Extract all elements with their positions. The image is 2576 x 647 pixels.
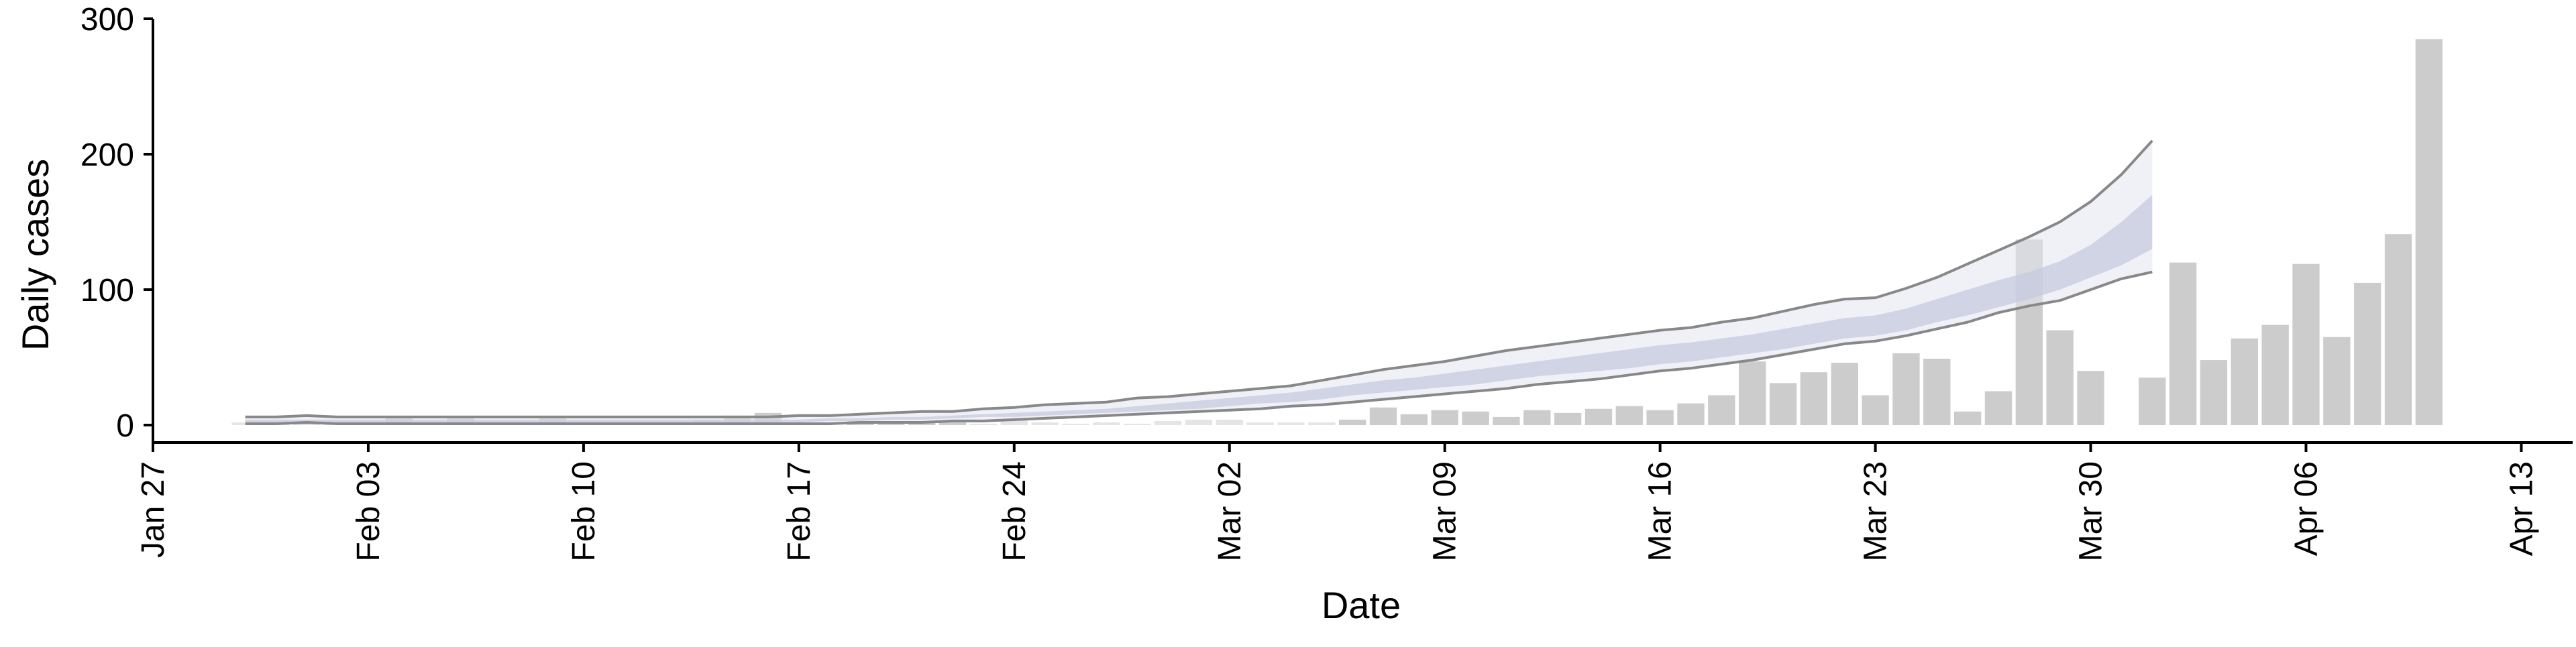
bar <box>1493 416 1520 425</box>
bar <box>1554 412 1582 425</box>
y-axis-title: Daily cases <box>14 159 56 351</box>
bar <box>1308 422 1336 425</box>
x-tick-label: Feb 03 <box>351 461 386 561</box>
bar <box>2200 360 2228 425</box>
bar <box>1031 422 1059 425</box>
bar <box>2415 39 2443 426</box>
x-tick-label: Apr 13 <box>2504 461 2539 556</box>
y-tick-label: 0 <box>116 408 134 444</box>
axes-layer <box>152 19 2573 444</box>
x-tick-label: Feb 24 <box>997 461 1032 561</box>
bar <box>1216 419 1243 425</box>
x-tick-label: Jan 27 <box>136 461 171 558</box>
bar <box>1646 410 1674 425</box>
bar <box>2292 263 2320 425</box>
bar <box>938 422 967 425</box>
bar <box>1615 406 1643 425</box>
y-tick-label: 300 <box>80 2 134 38</box>
bar <box>1185 419 1213 425</box>
x-tick-label: Mar 02 <box>1212 461 1248 561</box>
bar <box>2323 337 2351 425</box>
x-tick-label: Mar 23 <box>1858 461 1894 561</box>
bar <box>1154 420 1182 425</box>
x-tick-label: Mar 16 <box>1643 461 1678 561</box>
bar <box>1246 422 1274 425</box>
forecast-outer-band <box>245 140 2153 424</box>
bar <box>1831 363 1858 425</box>
y-tick-label: 100 <box>80 273 134 308</box>
bar <box>2077 371 2104 425</box>
x-tick-label: Feb 10 <box>566 461 602 561</box>
bar <box>1769 383 1797 425</box>
x-tick-label: Feb 17 <box>782 461 817 561</box>
bar <box>1862 395 1889 425</box>
bar <box>1338 419 1366 425</box>
bar <box>2354 282 2381 425</box>
bar <box>1277 422 1305 425</box>
bar <box>2169 262 2197 425</box>
bar <box>2231 338 2258 425</box>
bar <box>1953 411 1982 425</box>
bar <box>1369 407 1397 425</box>
bar <box>2384 234 2412 425</box>
forecast-upper-line <box>245 139 2153 418</box>
bar <box>1062 423 1089 425</box>
forecast-layer <box>245 139 2153 425</box>
bars-layer <box>231 39 2443 426</box>
x-tick-label: Apr 06 <box>2289 461 2324 556</box>
bar <box>1677 403 1705 425</box>
bar <box>231 422 259 425</box>
bar <box>2261 325 2289 425</box>
bar <box>1984 391 2012 425</box>
bar <box>969 423 998 425</box>
bar <box>1124 423 1151 425</box>
x-axis-title: Date <box>1322 584 1401 626</box>
bar <box>1585 408 1613 425</box>
y-ticks: 0 100 200 300 <box>80 2 153 444</box>
bar <box>1739 361 1766 425</box>
bar <box>2139 377 2166 425</box>
x-ticks: Jan 27 Feb 03 Feb 10 Feb 17 Feb 24 Mar 02 Mar … <box>136 443 2539 561</box>
bar <box>1093 422 1120 425</box>
bar <box>1462 411 1489 425</box>
bar <box>1000 419 1028 425</box>
bar <box>1431 410 1458 425</box>
bar <box>1400 414 1428 425</box>
y-tick-label: 200 <box>80 137 134 173</box>
x-tick-label: Mar 30 <box>2074 461 2109 561</box>
bar <box>293 423 321 425</box>
bar <box>1892 353 1920 425</box>
bar <box>1708 395 1735 425</box>
bar <box>1923 359 1951 425</box>
bar <box>1800 372 1828 425</box>
forecast-lower-line <box>245 270 2153 425</box>
bar <box>2046 330 2074 425</box>
x-tick-label: Mar 09 <box>1428 461 1463 561</box>
bar <box>1523 410 1551 425</box>
